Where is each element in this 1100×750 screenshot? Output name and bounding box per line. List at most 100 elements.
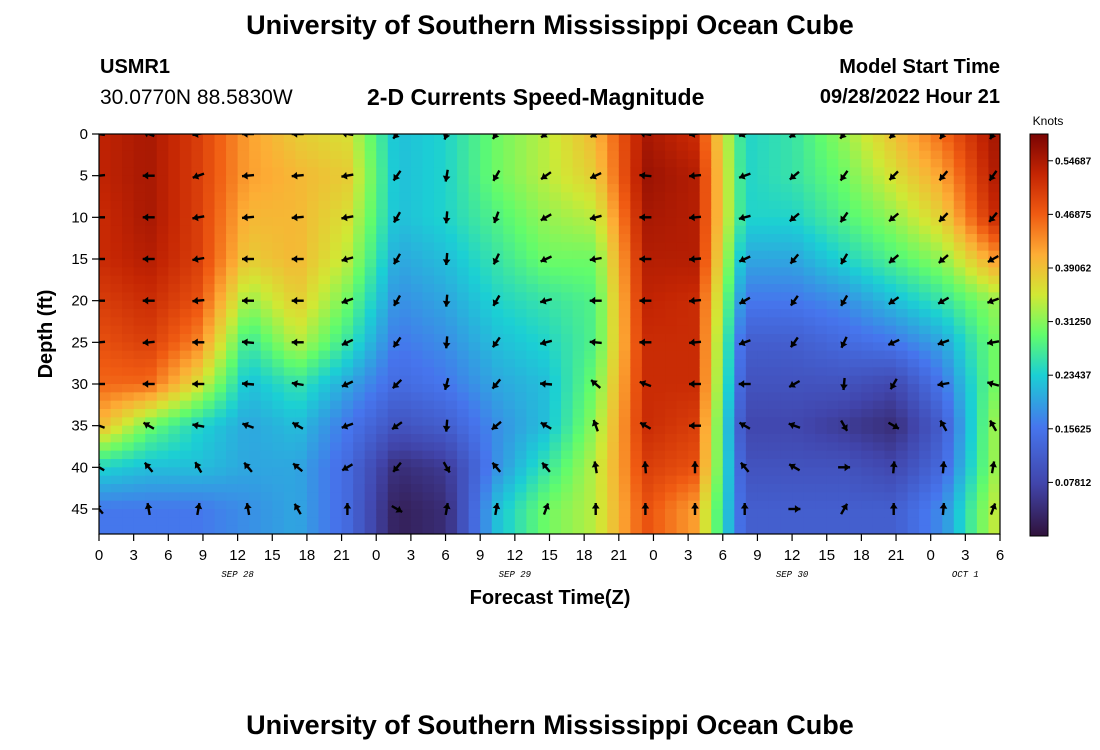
current-arrow [788,421,801,430]
heatmap-cell [849,367,862,377]
heatmap-cell [306,217,320,227]
heatmap-cell [306,450,320,460]
heatmap-cell [803,209,816,218]
heatmap-cell [838,142,851,152]
heatmap-cell [376,167,389,177]
heatmap-cell [722,134,735,143]
heatmap-cell [491,409,504,418]
heatmap-cell [399,367,412,377]
heatmap-cell [399,275,412,285]
heatmap-cell [699,425,712,435]
heatmap-cell [202,425,216,435]
heatmap-cell [942,134,955,143]
heatmap-cell [561,375,574,385]
current-arrow [491,336,501,348]
arrow-shaft [99,340,106,344]
heatmap-cell [145,384,158,393]
heatmap-cell [156,375,169,385]
heatmap-cell [722,459,735,468]
heatmap-cell [699,334,712,343]
heatmap-cell [826,392,839,402]
heatmap-cell [838,292,851,302]
heatmap-cell [711,200,724,210]
heatmap-cell [561,425,574,435]
heatmap-cell [526,192,539,202]
heatmap-cell [711,509,724,518]
heatmap-cell [688,242,701,252]
heatmap-cell [861,134,874,143]
heatmap-cell [734,192,747,202]
heatmap-cell [306,250,320,260]
x-tick-label: 18 [299,547,316,564]
heatmap-cell [387,209,400,218]
heatmap-cell [537,384,551,393]
heatmap-cell [965,200,978,210]
heatmap-cell [156,384,169,393]
heatmap-cell [630,134,643,143]
heatmap-cell [156,517,169,527]
heatmap-cell [653,350,666,360]
heatmap-cell [179,284,193,293]
x-tick-label: 3 [407,547,415,564]
arrow-head [888,339,895,346]
heatmap-cell [757,217,770,227]
heatmap-cell [249,517,262,527]
heatmap-cell [561,217,574,227]
heatmap-cell [618,167,631,177]
heatmap-cell [849,384,862,393]
heatmap-cell [815,200,828,210]
heatmap-cell [480,184,493,193]
heatmap-cell [884,275,897,285]
heatmap-cell [930,409,943,418]
heatmap-cell [376,500,389,510]
heatmap-cell [884,484,897,493]
heatmap-cell [133,284,146,293]
heatmap-cell [133,484,146,493]
heatmap-cell [745,225,759,235]
heatmap-cell [757,367,770,377]
heatmap-cell [226,284,239,293]
heatmap-cell [445,309,458,318]
heatmap-cell [792,134,805,143]
heatmap-cell [364,434,377,443]
heatmap-cell [572,225,585,235]
heatmap-cell [595,275,608,285]
heatmap-cell [595,434,608,443]
heatmap-cell [722,167,735,177]
heatmap-cell [468,409,481,418]
current-arrow [739,461,750,473]
heatmap-cell [584,159,597,168]
heatmap-cell [768,325,782,335]
heatmap-cell [884,292,897,302]
heatmap-cell [260,217,273,227]
heatmap-cell [976,334,990,343]
heatmap-cell [433,234,447,243]
heatmap-cell [537,500,551,510]
heatmap-cell [237,417,250,427]
heatmap-cell [422,467,435,477]
heatmap-cell [711,467,724,477]
heatmap-cell [803,392,816,402]
current-arrow [839,211,849,223]
heatmap-cell [607,234,620,243]
heatmap-cell [549,225,562,235]
heatmap-cell [145,309,158,318]
heatmap-cell [896,417,909,427]
heatmap-cell [722,234,735,243]
heatmap-cell [214,200,227,210]
heatmap-cell [965,334,978,343]
heatmap-cell [792,417,805,427]
arrow-head [939,461,948,468]
heatmap-cell [780,492,793,502]
heatmap-cell [122,417,135,427]
heatmap-cell [156,450,169,460]
heatmap-cell [122,250,135,260]
heatmap-cell [341,175,354,185]
heatmap-cell [179,309,193,318]
heatmap-cell [792,384,805,393]
heatmap-cell [514,442,527,452]
heatmap-cell [757,267,770,277]
heatmap-cell [283,300,296,310]
current-arrow [542,502,550,516]
heatmap-cell [156,250,169,260]
